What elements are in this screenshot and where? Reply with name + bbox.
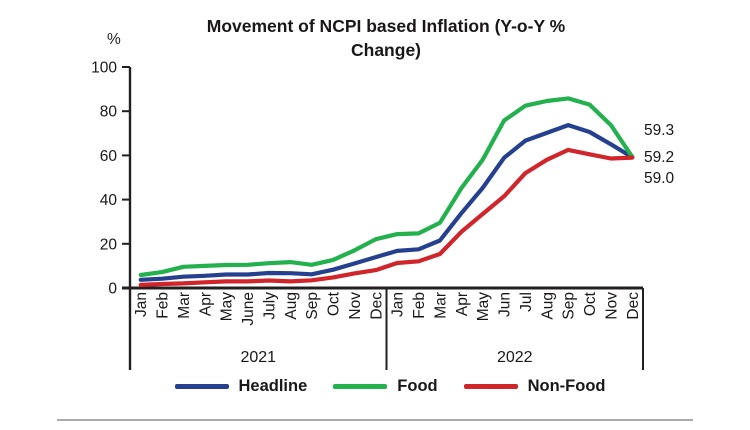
x-axis-month-label: Nov: [603, 292, 620, 320]
y-axis-tick-label: 60: [100, 148, 118, 165]
x-axis-month-label: Aug: [283, 292, 300, 320]
legend-line-swatch: [174, 384, 229, 389]
legend-item-food: Food: [333, 377, 438, 396]
legend-label: Non-Food: [527, 377, 606, 395]
series-line-non-food: [138, 147, 635, 287]
x-axis-month-label: May: [475, 292, 492, 322]
x-axis-month-label: Feb: [411, 292, 428, 319]
end-value-label-food: 59.3: [644, 122, 675, 139]
y-axis-tick-label: 20: [100, 236, 118, 253]
x-axis-year-label: 2021: [240, 349, 276, 366]
y-axis-tick-label: 100: [91, 60, 117, 77]
y-axis-unit-label: %: [107, 31, 121, 48]
chart-title: Movement of NCPI based Inflation (Y-o-Y …: [206, 16, 566, 60]
end-value-label-headline: 59.2: [644, 149, 675, 166]
legend-item-headline: Headline: [174, 377, 308, 396]
series-line-headline: [138, 122, 635, 282]
x-axis-month-label: Apr: [454, 292, 471, 316]
x-axis-year-label: 2022: [497, 349, 533, 366]
y-axis-tick-label: 40: [100, 192, 118, 209]
x-axis-month-label: Oct: [582, 291, 599, 316]
x-axis-month-label: July: [261, 292, 278, 320]
x-axis-month-label: Mar: [432, 292, 449, 319]
legend-line-swatch: [333, 384, 388, 389]
x-axis-month-label: Mar: [176, 292, 193, 319]
x-axis-month-label: Oct: [326, 291, 343, 316]
x-axis-month-label: Sep: [304, 292, 321, 320]
x-axis-month-label: Nov: [347, 292, 364, 320]
x-axis-month-label: May: [219, 292, 236, 322]
x-axis-month-label: Aug: [539, 292, 556, 320]
chart-legend: Headline Food Non-Food: [15, 377, 750, 396]
series-line-food: [138, 96, 635, 278]
y-axis-tick-label: 0: [108, 281, 117, 298]
y-axis-tick-label: 80: [100, 104, 118, 121]
end-value-label-nonfood: 59.0: [644, 170, 675, 187]
x-axis-month-label: Jul: [518, 292, 535, 312]
bottom-divider: [57, 419, 693, 421]
x-axis-month-label: Jun: [497, 292, 514, 317]
x-axis-month-label: Feb: [155, 292, 172, 319]
legend-label: Headline: [238, 377, 308, 395]
x-axis-month-label: Jan: [390, 292, 407, 317]
x-axis-month-label: Sep: [561, 292, 578, 320]
x-axis-month-label: June: [240, 292, 257, 326]
x-axis-month-label: Jan: [133, 292, 150, 317]
x-axis-month-label: Dec: [368, 292, 385, 320]
legend-label: Food: [397, 377, 438, 395]
x-axis-month-label: Dec: [625, 292, 642, 320]
legend-item-non-food: Non-Food: [463, 377, 606, 396]
legend-line-swatch: [463, 384, 518, 389]
x-axis-month-label: Apr: [197, 292, 214, 316]
